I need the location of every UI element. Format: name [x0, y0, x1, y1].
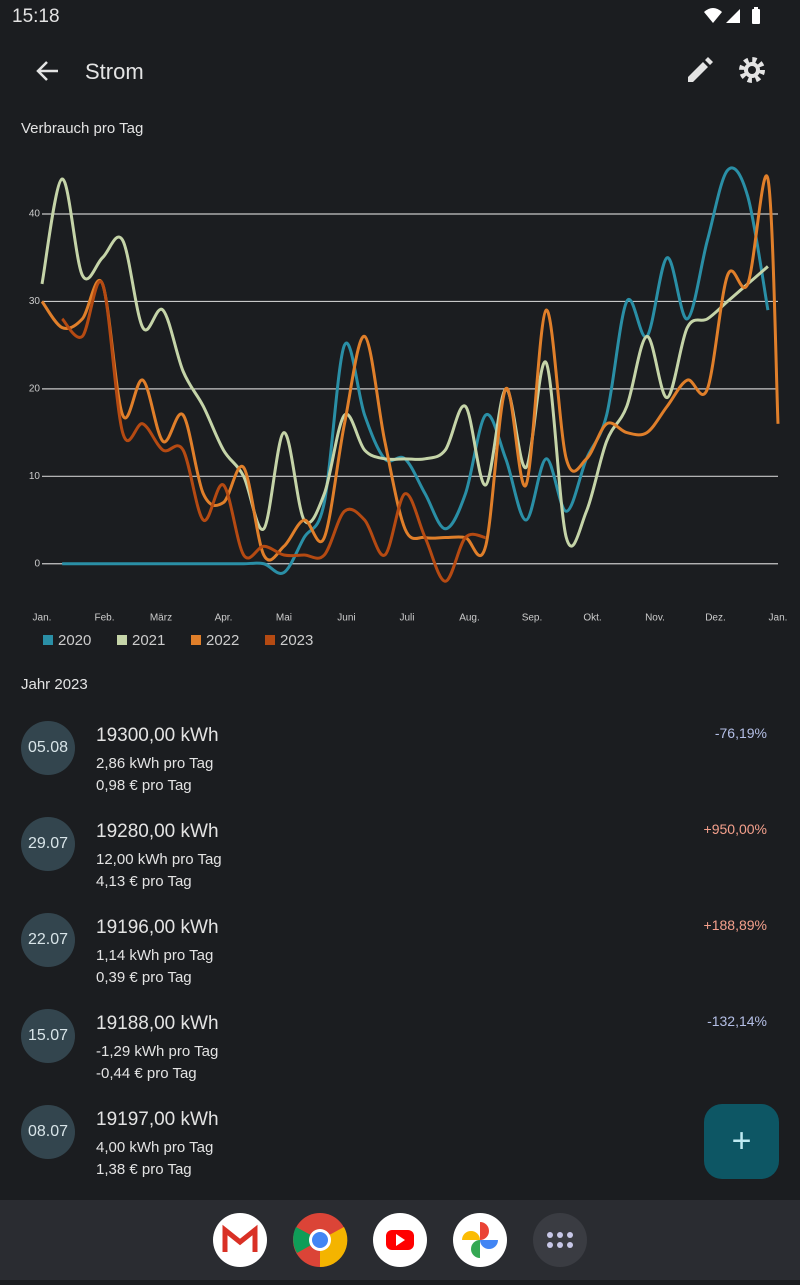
x-tick-label: Dez. — [705, 613, 726, 624]
x-tick-label: Jan. — [769, 613, 788, 624]
entry-change: +188,89% — [703, 917, 767, 933]
x-tick-label: Mai — [276, 613, 292, 624]
legend-label: 2021 — [132, 632, 165, 649]
date-badge: 08.07 — [21, 1105, 75, 1159]
status-icons — [704, 7, 760, 24]
edit-button[interactable] — [684, 56, 714, 86]
line-series — [62, 166, 770, 575]
entry-row[interactable]: 05.08 19300,00 kWh 2,86 kWh pro Tag 0,98 € … — [0, 713, 800, 809]
y-tick-label: 0 — [34, 558, 40, 569]
dock-icons — [213, 1213, 587, 1268]
status-time: 15:18 — [12, 6, 60, 27]
date-badge: 15.07 — [21, 1009, 75, 1063]
entry-total: 19300,00 kWh — [96, 725, 219, 746]
x-tick-label: Apr. — [215, 613, 233, 624]
x-tick-label: Feb. — [95, 613, 115, 624]
entry-cost: 4,13 € pro Tag — [96, 873, 192, 890]
entry-change: +950,00% — [703, 821, 767, 837]
entry-per-day: 12,00 kWh pro Tag — [96, 851, 222, 868]
x-tick-label: Jan. — [33, 613, 52, 624]
x-tick-label: Okt. — [583, 613, 601, 624]
entry-change: -76,19% — [714, 725, 767, 741]
add-button[interactable]: + — [704, 1104, 779, 1179]
entry-row[interactable]: 08.07 19197,00 kWh 4,00 kWh pro Tag 1,38 € … — [0, 1097, 800, 1193]
entry-row[interactable]: 22.07 19196,00 kWh 1,14 kWh pro Tag 0,39 € … — [0, 905, 800, 1001]
back-button[interactable] — [34, 58, 62, 84]
date-badge: 29.07 — [21, 817, 75, 871]
entry-row[interactable]: 15.07 19188,00 kWh -1,29 kWh pro Tag -0,44 … — [0, 1001, 800, 1097]
date-badge: 05.08 — [21, 721, 75, 775]
entry-cost: -0,44 € pro Tag — [96, 1065, 197, 1082]
legend-swatch — [43, 635, 53, 645]
chart-title: Verbrauch pro Tag — [21, 120, 144, 137]
x-tick-label: Juli — [399, 613, 414, 624]
x-tick-label: Nov. — [645, 613, 665, 624]
entry-per-day: 4,00 kWh pro Tag — [96, 1139, 214, 1156]
legend-swatch — [191, 635, 201, 645]
line-series — [40, 174, 780, 562]
entry-row[interactable]: 29.07 19280,00 kWh 12,00 kWh pro Tag 4,13 €… — [0, 809, 800, 905]
chart: 0 10 20 30 40 Jan. Feb. März Apr. Mai Juni Juli Aug.… — [29, 166, 788, 649]
date-badge: 22.07 — [21, 913, 75, 967]
y-tick-label: 20 — [29, 384, 41, 395]
entry-total: 19197,00 kWh — [96, 1109, 219, 1130]
entry-total: 19188,00 kWh — [96, 1013, 219, 1034]
y-tick-label: 10 — [29, 471, 41, 482]
line-series — [61, 279, 486, 583]
y-tick-label: 30 — [29, 296, 41, 307]
entry-total: 19280,00 kWh — [96, 821, 219, 842]
entry-per-day: 2,86 kWh pro Tag — [96, 755, 214, 772]
entry-cost: 1,38 € pro Tag — [96, 1161, 192, 1178]
legend-label: 2022 — [206, 632, 239, 649]
apps-icon[interactable] — [533, 1213, 587, 1267]
y-tick-label: 40 — [29, 209, 41, 220]
legend-label: 2023 — [280, 632, 313, 649]
entry-cost: 0,39 € pro Tag — [96, 969, 192, 986]
legend-swatch — [117, 635, 127, 645]
legend-label: 2020 — [58, 632, 91, 649]
entry-change: -132,14% — [707, 1013, 767, 1029]
legend-swatch — [265, 635, 275, 645]
x-tick-label: März — [150, 613, 172, 624]
x-tick-label: Aug. — [459, 613, 480, 624]
section-title: Jahr 2023 — [21, 676, 88, 693]
app-title: Strom — [85, 59, 144, 84]
line-series — [40, 177, 769, 548]
x-tick-label: Juni — [337, 613, 355, 624]
entry-cost: 0,98 € pro Tag — [96, 777, 192, 794]
x-tick-label: Sep. — [522, 613, 543, 624]
entry-total: 19196,00 kWh — [96, 917, 219, 938]
settings-button[interactable] — [736, 54, 768, 86]
dock — [0, 1200, 800, 1280]
entry-per-day: 1,14 kWh pro Tag — [96, 947, 214, 964]
entry-per-day: -1,29 kWh pro Tag — [96, 1043, 219, 1060]
